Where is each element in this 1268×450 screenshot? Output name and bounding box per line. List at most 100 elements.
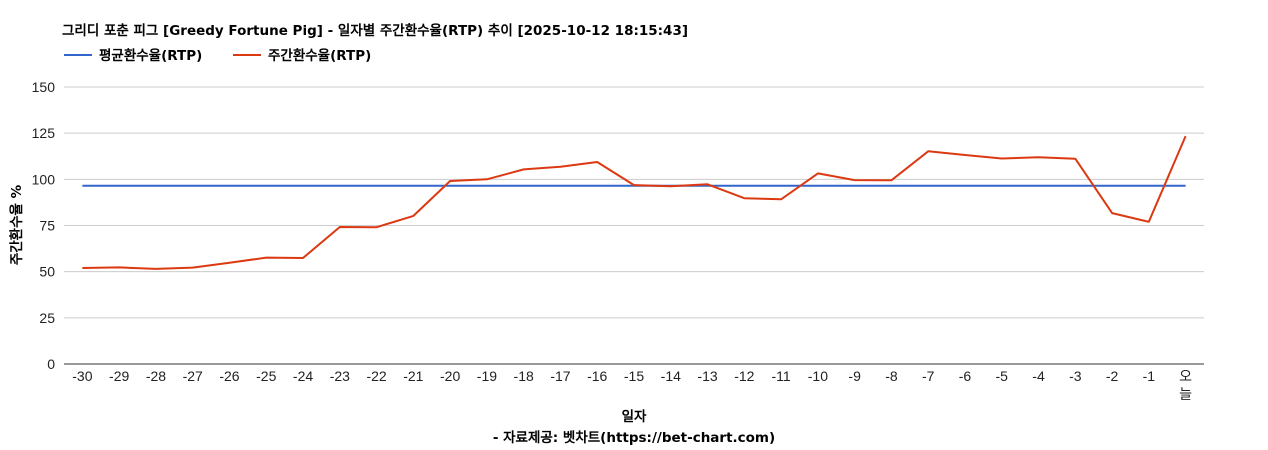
x-tick-label: -22 bbox=[366, 368, 386, 384]
x-tick-label: -21 bbox=[403, 368, 423, 384]
x-tick-label: -27 bbox=[183, 368, 203, 384]
average-point bbox=[155, 185, 157, 187]
average-point bbox=[927, 185, 929, 187]
weekly-point bbox=[890, 179, 892, 181]
weekly-point bbox=[1001, 157, 1003, 159]
x-tick-label: -14 bbox=[661, 368, 681, 384]
average-point bbox=[1038, 185, 1040, 187]
weekly-point bbox=[559, 166, 561, 168]
average-point bbox=[339, 185, 341, 187]
average-point bbox=[449, 185, 451, 187]
x-tick-label: -20 bbox=[440, 368, 460, 384]
x-axis-ticks: -30 -29 -28 -27 -26 -25 -24 -23 -22 -21 -20 -19 -18-… bbox=[72, 368, 1192, 402]
weekly-point bbox=[780, 198, 782, 200]
gridlines bbox=[64, 86, 1204, 365]
weekly-point bbox=[265, 257, 267, 259]
weekly-point bbox=[81, 267, 83, 269]
average-point bbox=[118, 185, 120, 187]
y-tick-label: 75 bbox=[39, 218, 55, 234]
average-point bbox=[890, 185, 892, 187]
average-point bbox=[743, 185, 745, 187]
weekly-point bbox=[1074, 158, 1076, 160]
weekly-point bbox=[854, 179, 856, 181]
y-tick-label: 25 bbox=[39, 310, 55, 326]
average-point bbox=[854, 185, 856, 187]
legend-label-weekly: 주간환수율(RTP) bbox=[268, 47, 371, 64]
average-point bbox=[81, 185, 83, 187]
average-point bbox=[228, 185, 230, 187]
weekly-point bbox=[1111, 212, 1113, 214]
x-tick-label: -30 bbox=[72, 368, 92, 384]
weekly-point bbox=[817, 172, 819, 174]
weekly-point bbox=[633, 184, 635, 186]
weekly-point bbox=[412, 215, 414, 217]
weekly-point bbox=[376, 226, 378, 228]
weekly-point bbox=[670, 185, 672, 187]
average-point bbox=[596, 185, 598, 187]
weekly-point bbox=[155, 268, 157, 270]
x-tick-label: -8 bbox=[885, 368, 898, 384]
x-tick-label: -18 bbox=[514, 368, 534, 384]
y-tick-label: 50 bbox=[39, 264, 55, 280]
x-tick-label: -10 bbox=[808, 368, 828, 384]
series-line-weekly bbox=[82, 135, 1187, 270]
average-point bbox=[780, 185, 782, 187]
x-tick-label: -9 bbox=[848, 368, 861, 384]
x-tick-label: -6 bbox=[959, 368, 972, 384]
x-tick-label: -7 bbox=[922, 368, 935, 384]
y-tick-label: 100 bbox=[32, 171, 56, 187]
source-credit: - 자료제공: 벳차트(https://bet-chart.com) bbox=[493, 429, 775, 446]
y-axis-ticks: 0 25 50 75 100 125 150 bbox=[32, 79, 56, 372]
weekly-point bbox=[927, 150, 929, 152]
x-tick-label: -13 bbox=[697, 368, 717, 384]
y-tick-label: 125 bbox=[32, 125, 56, 141]
average-point bbox=[486, 185, 488, 187]
weekly-point bbox=[707, 183, 709, 185]
x-axis-title: 일자 bbox=[622, 409, 647, 425]
weekly-point bbox=[523, 168, 525, 170]
x-tick-label: -23 bbox=[330, 368, 350, 384]
weekly-point bbox=[302, 257, 304, 259]
x-tick-label: -17 bbox=[550, 368, 570, 384]
average-point bbox=[1001, 185, 1003, 187]
x-tick-label: -15 bbox=[624, 368, 644, 384]
average-point bbox=[817, 185, 819, 187]
x-tick-label: -25 bbox=[256, 368, 276, 384]
x-tick-label: -2 bbox=[1106, 368, 1119, 384]
average-point bbox=[523, 185, 525, 187]
legend-label-average: 평균환수율(RTP) bbox=[99, 47, 202, 64]
chart-title: 그리디 포춘 피그 [Greedy Fortune Pig] - 일자별 주간환… bbox=[62, 22, 688, 39]
x-tick-label: -3 bbox=[1069, 368, 1082, 384]
weekly-point bbox=[1038, 156, 1040, 158]
legend: 평균환수율(RTP) 주간환수율(RTP) bbox=[64, 47, 371, 64]
weekly-point bbox=[743, 197, 745, 199]
average-point bbox=[192, 185, 194, 187]
x-tick-label: -26 bbox=[219, 368, 239, 384]
weekly-point bbox=[486, 178, 488, 180]
weekly-point bbox=[596, 161, 598, 163]
weekly-point bbox=[449, 180, 451, 182]
x-tick-label: -19 bbox=[477, 368, 497, 384]
x-tick-label: -29 bbox=[109, 368, 129, 384]
x-tick-label: -1 bbox=[1143, 368, 1156, 384]
x-tick-label: -12 bbox=[734, 368, 754, 384]
average-point bbox=[302, 185, 304, 187]
average-point bbox=[1148, 185, 1150, 187]
weekly-point bbox=[1185, 135, 1187, 137]
x-tick-label: -24 bbox=[293, 368, 313, 384]
y-axis-title: 주간환수율 % bbox=[8, 184, 25, 265]
x-tick-label: -16 bbox=[587, 368, 607, 384]
average-point bbox=[265, 185, 267, 187]
average-point bbox=[1111, 185, 1113, 187]
y-tick-label: 0 bbox=[47, 356, 55, 372]
weekly-point bbox=[118, 266, 120, 268]
average-point bbox=[1185, 185, 1187, 187]
weekly-point bbox=[192, 267, 194, 269]
average-point bbox=[964, 185, 966, 187]
x-tick-label: -4 bbox=[1032, 368, 1045, 384]
weekly-point bbox=[964, 154, 966, 156]
x-tick-label: -28 bbox=[146, 368, 166, 384]
x-tick-label: -5 bbox=[996, 368, 1009, 384]
